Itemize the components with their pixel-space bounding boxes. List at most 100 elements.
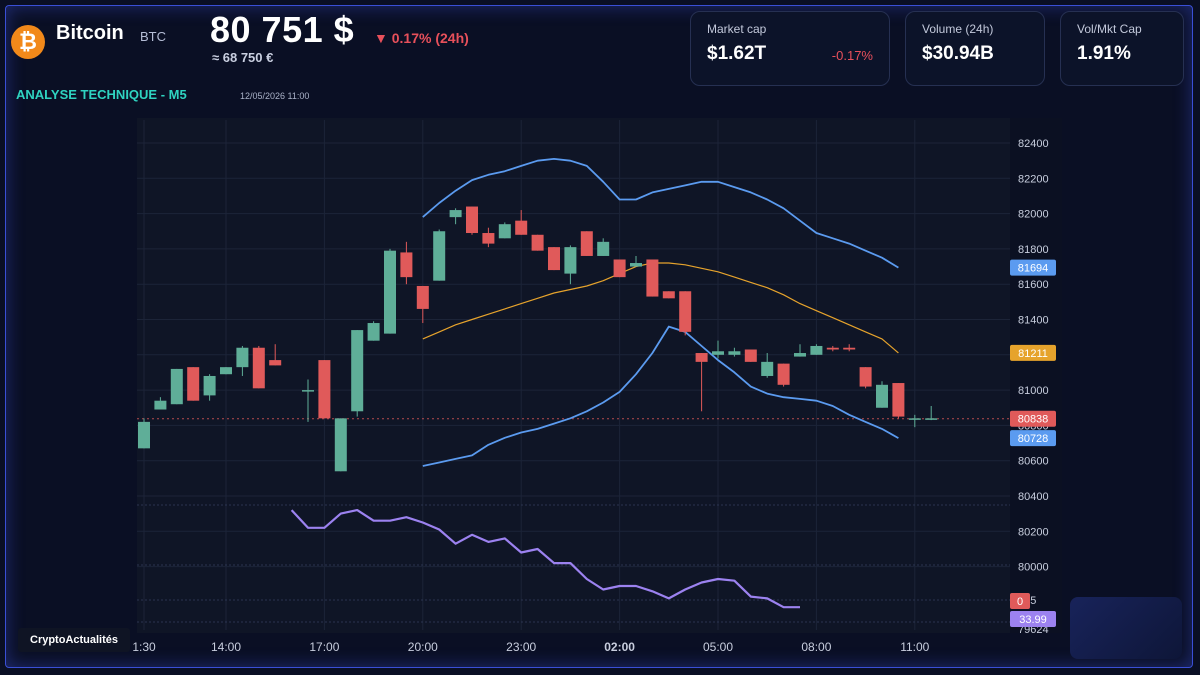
candle-down (400, 252, 413, 278)
market-cap-label: Market cap (707, 22, 767, 36)
y-tick-label: 82200 (1018, 173, 1049, 185)
candle-up (334, 418, 347, 472)
price-change-24h: ▼ 0.17% (24h) (374, 30, 469, 46)
candle-down (613, 259, 626, 278)
candle-down (252, 347, 265, 389)
price-axis-badge-label: 81211 (1018, 348, 1048, 360)
candle-up (138, 421, 150, 449)
vol-mkt-cap-value: 1.91% (1077, 43, 1131, 64)
candle-down (695, 353, 708, 362)
market-cap-change: -0.17% (831, 48, 873, 63)
price-axis-panel (1010, 118, 1062, 633)
price-axis-badge-label: 80728 (1018, 433, 1049, 445)
market-cap-value: $1.62T (707, 43, 767, 64)
price-axis-badge (1010, 430, 1056, 447)
x-tick-label: 20:00 (408, 640, 438, 654)
rsi-zero-badge (1010, 593, 1030, 609)
y-tick-label: 80000 (1018, 562, 1049, 574)
candle-down (859, 367, 872, 387)
rsi-value-badge (1010, 611, 1056, 627)
candle-down (416, 285, 429, 309)
candle-down (269, 360, 282, 366)
y-tick-label: 81000 (1018, 385, 1049, 397)
candle-up (597, 241, 610, 256)
candle-up (564, 247, 577, 274)
candle-down (318, 360, 331, 419)
coin-symbol: BTC (140, 29, 166, 44)
market-cap-card: Market cap $1.62T -0.17% (690, 11, 890, 86)
x-tick-label: 14:00 (211, 640, 241, 654)
candle-down (531, 234, 544, 251)
candle-up (908, 418, 921, 420)
watermark: CryptoActualités (18, 628, 131, 652)
window-frame (5, 5, 1193, 668)
y-tick-label: 82000 (1018, 209, 1049, 221)
rsi-line (290, 509, 800, 609)
candle-down (892, 383, 905, 417)
y-tick-label: 81800 (1018, 244, 1049, 256)
candle-down (580, 231, 593, 256)
candle-up (728, 351, 741, 355)
vol-mkt-cap-card: Vol/Mkt Cap 1.91% (1060, 11, 1184, 86)
candle-down (662, 291, 675, 299)
volume-label: Volume (24h) (922, 22, 994, 36)
x-tick-label: 23:00 (506, 640, 536, 654)
x-tick-label: 02:00 (604, 640, 635, 654)
candle-down (744, 349, 757, 362)
section-title: ANALYSE TECHNIQUE - M5 (16, 87, 187, 102)
bollinger-mid-line (422, 262, 899, 354)
volume-value: $30.94B (922, 43, 994, 64)
candle-up (236, 347, 249, 368)
candle-up (351, 330, 364, 412)
candle-down (843, 347, 856, 350)
coin-name: Bitcoin (56, 22, 124, 44)
candle-up (449, 210, 462, 218)
price-axis-badge (1010, 344, 1056, 361)
candle-up (794, 353, 806, 357)
candle-up (302, 390, 314, 392)
chart-timestamp: 12/05/2026 11:00 (240, 91, 310, 101)
candle-up (876, 384, 888, 408)
candle-down (777, 363, 790, 385)
y-tick-label: 80600 (1018, 456, 1049, 468)
y-tick-label: 81400 (1018, 315, 1049, 327)
candle-down (515, 220, 528, 235)
vol-mkt-cap-label: Vol/Mkt Cap (1077, 22, 1142, 36)
candle-up (925, 418, 938, 420)
candle-up (630, 263, 642, 267)
candle-up (154, 400, 167, 410)
candle-up (367, 323, 380, 341)
volume-card: Volume (24h) $30.94B (905, 11, 1045, 86)
bollinger-upper-line (422, 157, 899, 269)
candle-up (220, 367, 232, 375)
rsi-zero-badge-label: 0 (1017, 596, 1023, 608)
price-axis-badge-label: 81694 (1018, 263, 1049, 275)
bollinger-lower-line (422, 325, 899, 467)
x-tick-label: 1:30 (132, 640, 156, 654)
candle-up (170, 368, 183, 405)
rsi-value-badge-label: 33.99 (1019, 614, 1047, 626)
bitcoin-logo-icon: ₿ (11, 25, 45, 59)
candle-up (384, 250, 396, 334)
candle-up (203, 375, 216, 396)
candle-down (548, 247, 560, 271)
candle-down (826, 347, 839, 350)
candle-up (498, 224, 511, 239)
candle-down (466, 206, 478, 234)
y-tick-label: 82400 (1018, 138, 1049, 150)
candle-up (810, 345, 823, 355)
candle-down (482, 233, 495, 244)
candle-up (712, 351, 724, 355)
price-axis-badge (1010, 259, 1056, 276)
price-axis-badge-label: 80838 (1018, 414, 1049, 426)
candle-down (679, 291, 692, 332)
candle-up (433, 231, 446, 281)
candle-down (646, 259, 659, 297)
x-tick-label: 11:00 (900, 640, 929, 654)
candle-up (761, 361, 774, 376)
price-eur: ≈ 68 750 € (212, 50, 274, 65)
current-price: 80 751 $ (210, 9, 355, 50)
y-tick-label: 80400 (1018, 491, 1049, 503)
candle-down (187, 367, 200, 401)
